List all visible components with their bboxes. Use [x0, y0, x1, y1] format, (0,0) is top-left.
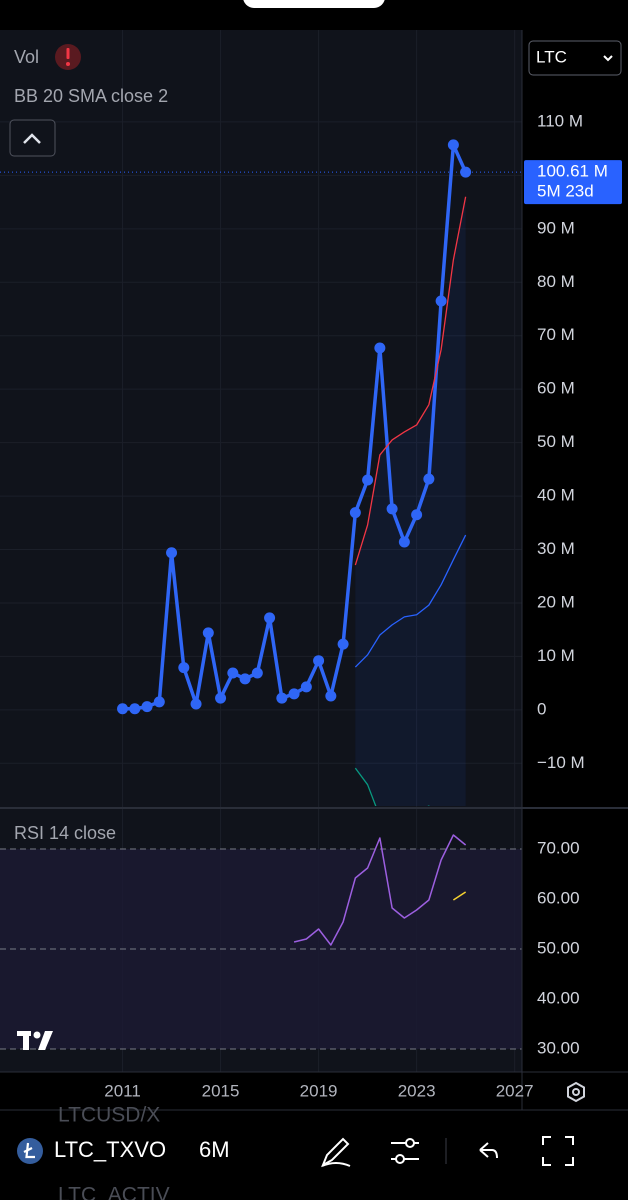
warning-dot: [66, 62, 70, 66]
data-point: [300, 681, 312, 693]
symbol-select-text: LTC: [536, 47, 567, 66]
data-point: [313, 655, 325, 667]
data-point: [215, 692, 227, 704]
settings-sliders[interactable]: [391, 1138, 419, 1164]
y-tick-label: 90 M: [537, 218, 575, 237]
data-point: [190, 698, 202, 710]
toolbar-interval[interactable]: 6M: [199, 1137, 230, 1162]
bb-fill: [355, 196, 466, 806]
data-point: [117, 703, 129, 715]
y-tick-label: 60.00: [537, 888, 580, 907]
data-point: [398, 536, 410, 548]
y-tick-label: 30.00: [537, 1038, 580, 1057]
data-point: [141, 701, 153, 713]
data-point: [129, 703, 141, 715]
data-point: [264, 612, 276, 624]
collapse-button[interactable]: [9, 119, 56, 157]
y-tick-label: 10 M: [537, 646, 575, 665]
price-countdown: 5M 23d: [537, 182, 594, 201]
coin-icon: [17, 1138, 43, 1164]
undo-icon[interactable]: [479, 1142, 498, 1159]
y-tick-label: 0: [537, 699, 546, 718]
behind-symbol: LTCUSD/X: [58, 1104, 160, 1127]
settings-center: [572, 1088, 580, 1096]
draw-icon[interactable]: [321, 1137, 351, 1168]
data-point: [153, 696, 165, 708]
y-tick-label: 70.00: [537, 838, 580, 857]
tv-logo: [17, 1031, 53, 1050]
y-tick-label: 50.00: [537, 938, 580, 957]
data-point: [202, 627, 214, 639]
y-tick-label: 70 M: [537, 325, 575, 344]
price-label-box: [524, 160, 622, 205]
indicator-label: Vol: [14, 47, 39, 67]
slider-knob: [395, 1154, 405, 1164]
data-point: [374, 342, 386, 354]
coin-glyph: [23, 1142, 35, 1159]
series-line: [354, 767, 430, 806]
data-point: [288, 688, 300, 700]
indicator-label: BB 20 SMA close 2: [14, 86, 168, 106]
chevron-up: [23, 133, 41, 144]
y-tick-label: 40.00: [537, 988, 580, 1007]
x-tick-label: 2027: [496, 1081, 534, 1100]
data-point: [239, 673, 251, 685]
warning-mark: [66, 48, 70, 59]
symbol-select[interactable]: [528, 40, 622, 76]
y-tick-label: 80 M: [537, 272, 575, 291]
settings-icon[interactable]: [567, 1081, 585, 1103]
data-point: [325, 690, 337, 702]
data-point: [435, 295, 447, 307]
logo-part: [33, 1031, 41, 1039]
data-point: [251, 667, 263, 679]
data-point: [276, 692, 288, 704]
data-point: [423, 473, 435, 485]
x-tick-label: 2011: [104, 1081, 141, 1100]
data-point: [386, 503, 398, 515]
y-tick-label: −10 M: [537, 753, 585, 772]
series-line: [354, 196, 467, 566]
fullscreen-icon[interactable]: [542, 1136, 574, 1166]
x-tick-label: 2015: [202, 1081, 240, 1100]
status-pill: [243, 0, 385, 8]
data-point: [349, 507, 361, 519]
data-point: [460, 166, 472, 178]
series-line: [452, 891, 467, 901]
bottom-toolbar: [0, 1111, 628, 1200]
slider-knob: [405, 1138, 415, 1148]
series-line: [293, 834, 467, 946]
y-tick-label: 110 M: [537, 111, 583, 130]
behind-symbol: LTC_ACTIV: [58, 1184, 170, 1200]
logo-part: [38, 1031, 53, 1050]
data-point: [227, 667, 239, 679]
x-tick-label: 2019: [300, 1081, 338, 1100]
data-point: [337, 638, 349, 650]
y-tick-label: 30 M: [537, 539, 575, 558]
y-tick-label: 50 M: [537, 432, 575, 451]
data-point: [411, 509, 423, 521]
x-tick-label: 2023: [398, 1081, 436, 1100]
y-tick-label: 40 M: [537, 486, 575, 505]
logo-part: [23, 1031, 29, 1050]
data-point: [362, 474, 374, 486]
toolbar-symbol[interactable]: LTC_TXVO: [54, 1137, 166, 1162]
select-chevron: [603, 55, 613, 62]
price-label: 100.61 M: [537, 162, 608, 181]
y-tick-label: 20 M: [537, 592, 575, 611]
data-point: [178, 662, 190, 674]
y-tick-label: 60 M: [537, 379, 575, 398]
data-point: [447, 139, 459, 151]
indicator-label: RSI 14 close: [14, 823, 116, 843]
data-point: [166, 547, 178, 559]
series-line: [354, 534, 467, 668]
